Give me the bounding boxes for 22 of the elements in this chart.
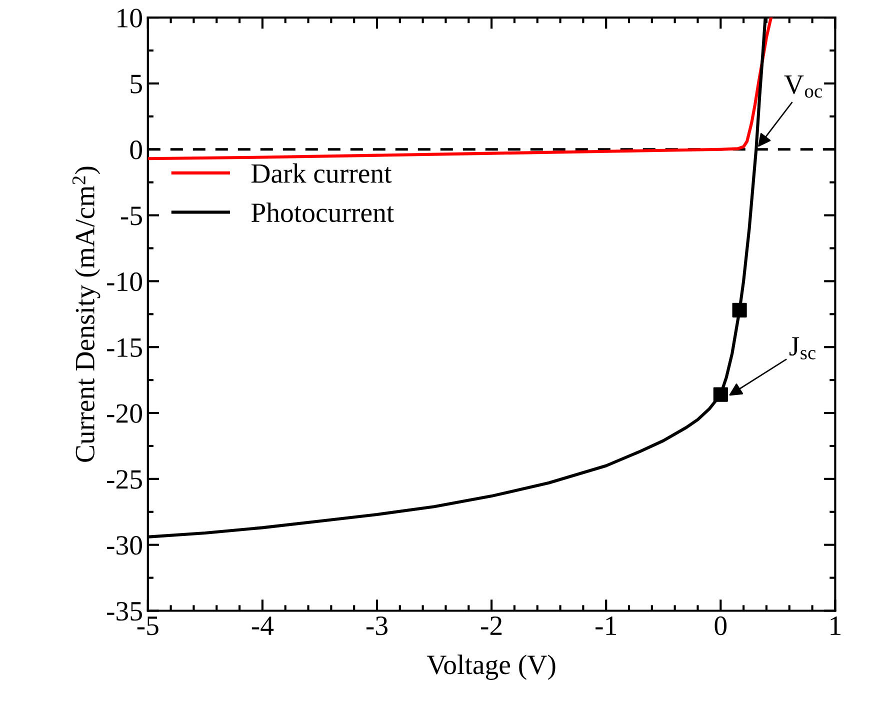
x-tick-label: 1 — [830, 616, 840, 635]
y-tick-label: 0 — [130, 140, 142, 160]
y-tick-label: -30 — [107, 536, 142, 555]
x-tick-label: 0 — [714, 616, 727, 636]
y-tick-label: 5 — [130, 74, 142, 94]
y-tick-label: 10 — [118, 8, 142, 28]
y-tick-label: -15 — [107, 338, 142, 358]
y-tick-label: -25 — [107, 470, 142, 489]
x-axis-title: Voltage (V) — [426, 654, 556, 680]
legend-label: Photocurrent — [251, 202, 394, 222]
y-tick-label: -10 — [107, 272, 142, 292]
x-tick-label: -1 — [596, 616, 616, 635]
x-tick-label: -4 — [252, 616, 274, 635]
x-tick-label: -2 — [481, 616, 502, 635]
y-axis-title: Current Density (mA/cm$^{2}$) — [72, 166, 100, 462]
x-tick-label: -3 — [366, 616, 388, 636]
line-series — [148, 18, 773, 160]
annotation: V$_{oc}$ — [784, 75, 822, 98]
y-tick-label: -20 — [107, 404, 142, 423]
annotation: J$_{sc}$ — [789, 337, 816, 360]
legend-label: Dark current — [251, 163, 392, 183]
y-tick-label: -5 — [120, 206, 142, 226]
